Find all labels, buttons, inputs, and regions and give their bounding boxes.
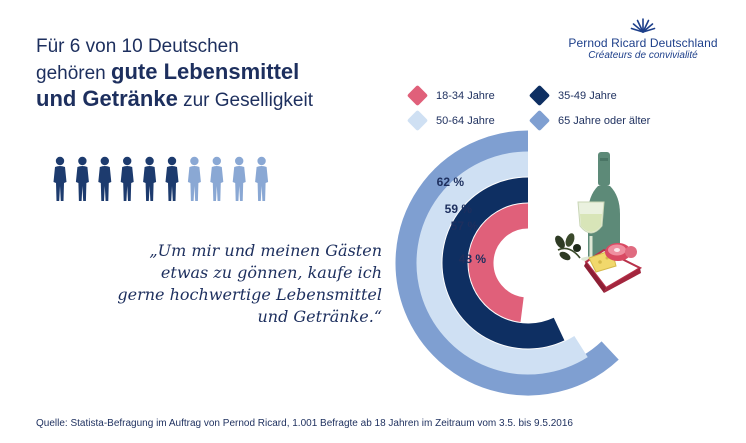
title-line-1: Für 6 von 10 Deutschen xyxy=(36,36,239,57)
title-line-3: und Getränke zur Geselligkeit xyxy=(36,86,396,113)
quote: „Um mir und meinen Gästen etwas zu gönne… xyxy=(82,240,382,328)
title-line-3-normal: zur Geselligkeit xyxy=(183,90,313,111)
person-icon-highlighted xyxy=(143,156,157,201)
chart-title: Für 6 von 10 Deutschen gehören gute Lebe… xyxy=(36,34,396,113)
quote-line-3: gerne hochwertige Lebensmittel xyxy=(117,285,382,304)
title-line-2-normal: gehören xyxy=(36,63,106,84)
olive-branch-icon xyxy=(555,233,581,261)
cheese-board-icon xyxy=(584,243,643,293)
person-icon xyxy=(187,156,201,201)
person-icon-highlighted xyxy=(98,156,112,201)
person-icon-highlighted xyxy=(75,156,89,201)
legend-label: 35-49 Jahre xyxy=(558,89,617,102)
legend-label: 50-64 Jahre xyxy=(436,114,495,127)
person-icon-highlighted xyxy=(165,156,179,201)
title-line-2: gehören gute Lebensmittel xyxy=(36,59,396,86)
value-label: 62 % xyxy=(437,175,465,189)
brand-name: Pernod Ricard Deutschland xyxy=(568,36,718,50)
source-note: Quelle: Statista-Befragung im Auftrag vo… xyxy=(36,418,573,429)
ring-35-49-jahre xyxy=(442,177,565,349)
legend-item-35-49: 35-49 Jahre xyxy=(528,84,617,107)
ring-50-64-jahre xyxy=(416,151,588,375)
legend-label: 65 Jahre oder älter xyxy=(558,114,651,127)
person-icon-highlighted xyxy=(53,156,67,201)
quote-line-2: etwas zu gönnen, kaufe ich xyxy=(160,263,382,282)
quote-line-1: „Um mir und meinen Gästen xyxy=(149,241,382,260)
person-icon xyxy=(210,156,224,201)
brand-tagline: Créateurs de convivialité xyxy=(588,50,698,61)
title-line-2-bold: gute Lebensmittel xyxy=(111,59,300,84)
value-label: 59 % xyxy=(445,202,473,216)
people-figures xyxy=(53,156,269,201)
sunburst-logo-icon xyxy=(630,18,656,33)
person-icon xyxy=(255,156,269,201)
legend-item-18-34: 18-34 Jahre xyxy=(406,84,495,107)
person-icon xyxy=(232,156,246,201)
brand-logo: Pernod Ricard Deutschland Créateurs de c… xyxy=(568,16,718,61)
legend-item-65plus: 65 Jahre oder älter xyxy=(528,109,651,132)
ring-65-jahre-oder-lter xyxy=(395,130,619,396)
legend-item-50-64: 50-64 Jahre xyxy=(406,109,495,132)
quote-line-4: und Getränke.“ xyxy=(257,307,382,326)
title-line-3-bold: und Getränke xyxy=(36,86,178,111)
value-label: 57 % xyxy=(451,219,479,233)
legend-label: 18-34 Jahre xyxy=(436,89,495,102)
ring-18-34-jahre xyxy=(468,203,529,323)
value-label: 48 % xyxy=(459,252,487,266)
chart-value-labels: 48 % 57 % 59 % 62 % xyxy=(437,175,487,266)
chart-rings xyxy=(395,130,619,396)
person-icon-highlighted xyxy=(120,156,134,201)
wine-food-illustration xyxy=(555,152,643,293)
